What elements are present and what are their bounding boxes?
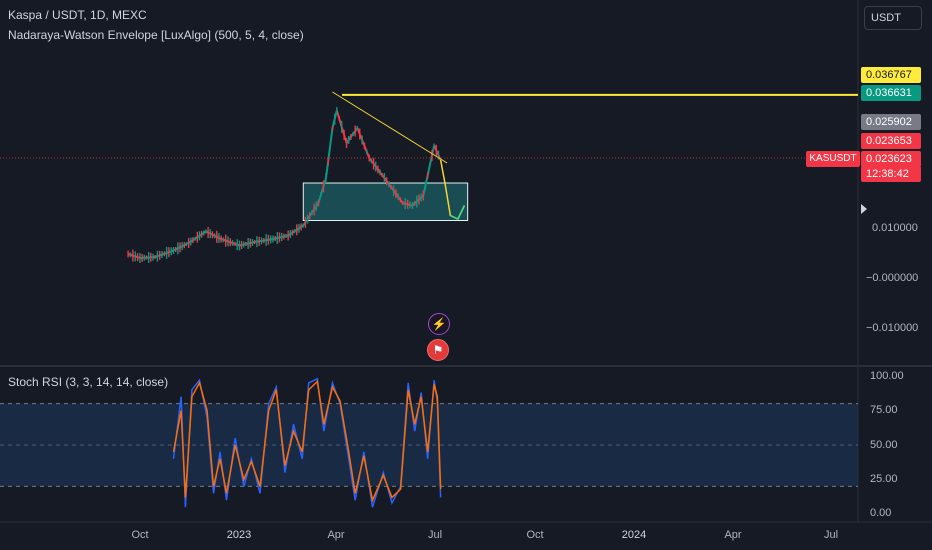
time-axis-label: Oct (526, 529, 544, 541)
price-tag-envelope: 0.025902 (861, 114, 921, 130)
price-tag-close-alt: 0.023653 (861, 133, 921, 149)
bolt-icon[interactable]: ⚡ (428, 313, 450, 335)
symbol-tag: KASUSDT (806, 151, 860, 167)
chart-title[interactable]: Kaspa / USDT, 1D, MEXC (8, 8, 147, 22)
rsi-axis-label: 100.00 (870, 370, 904, 382)
us-flag-icon[interactable]: ⚑ (427, 339, 449, 361)
zone-rect (302, 182, 469, 221)
scroll-to-realtime-icon[interactable] (861, 204, 867, 214)
price-tag-last: 0.023623 (861, 151, 921, 167)
price-segment (433, 145, 442, 161)
rsi-axis-label: 50.00 (870, 439, 898, 451)
stoch-rsi-label[interactable]: Stoch RSI (3, 3, 14, 14, close) (8, 375, 169, 389)
price-tag-countdown: 12:38:42 (861, 166, 921, 182)
price-axis-label: −0.000000 (866, 272, 919, 284)
stoch-rsi-k-line (172, 377, 442, 508)
time-axis-label: Jul (823, 529, 839, 541)
stoch-rsi-d-line (172, 379, 442, 503)
price-segment (317, 177, 327, 204)
time-axis-label: Jul (427, 529, 443, 541)
rsi-axis-label: 0.00 (870, 507, 892, 519)
time-axis-label: Oct (131, 529, 149, 541)
time-axis-label: 2023 (226, 529, 252, 541)
price-tag-resistance: 0.036631 (861, 85, 921, 101)
time-axis-label: Apr (327, 529, 345, 541)
price-axis-label: 0.010000 (872, 222, 918, 234)
currency-button[interactable]: USDT (864, 6, 922, 30)
time-axis-label: Apr (724, 529, 742, 541)
rsi-axis-label: 25.00 (870, 473, 898, 485)
trendline (332, 91, 448, 164)
projection-curve-green (450, 205, 466, 220)
price-axis-label: −0.010000 (866, 322, 919, 334)
rsi-axis-label: 75.00 (870, 404, 898, 416)
time-axis-label: 2024 (621, 529, 647, 541)
indicator-label[interactable]: Nadaraya-Watson Envelope [LuxAlgo] (500,… (8, 28, 304, 42)
price-segment (325, 127, 334, 179)
price-tag-high: 0.036767 (861, 67, 921, 83)
